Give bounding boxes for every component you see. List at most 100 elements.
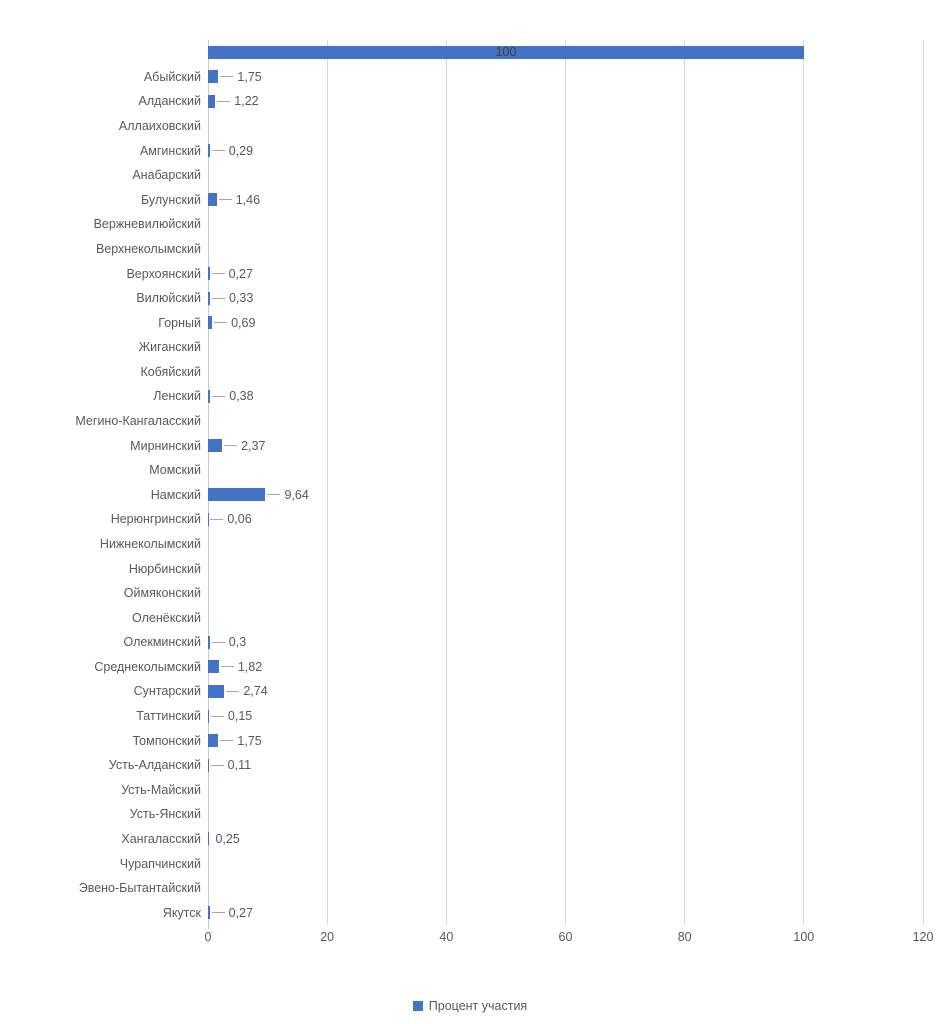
bar-row: Сунтарский 2,74 — [134, 679, 923, 704]
bar — [208, 734, 219, 748]
bar-row: Усть-Янский — [130, 802, 923, 827]
leader-line — [211, 297, 225, 299]
bar-row: Таттинский 0,15 — [136, 704, 923, 729]
bar-row: Верхнеколымский — [96, 237, 923, 262]
bar-row: Якутск 0,27 — [163, 900, 923, 925]
category-label: Усть-Майский — [121, 782, 201, 797]
bar-row: Нижнеколымский — [100, 532, 923, 557]
bar-row: Жиганский — [139, 335, 923, 360]
bar-row: Олекминский 0,3 — [124, 630, 923, 655]
bar-row: Оймяконский — [124, 581, 923, 606]
category-label: Якутск — [162, 905, 201, 920]
category-label: Булунский — [140, 192, 201, 207]
legend-swatch-icon — [412, 1001, 423, 1011]
value-label: 1,46 — [235, 192, 261, 207]
leader-line — [210, 715, 224, 717]
category-label: Намский — [150, 487, 201, 502]
bar-row: Хангаласский 0,25 — [121, 827, 923, 852]
bar-row: Алданский 1,22 — [139, 89, 923, 114]
bar — [208, 389, 211, 403]
value-label: 0,29 — [228, 143, 254, 158]
bar-row: Мирнинский 2,37 — [130, 433, 923, 458]
bar — [208, 94, 216, 108]
bar — [208, 488, 266, 502]
bar — [208, 635, 210, 649]
category-label: Оленёкский — [132, 610, 201, 625]
category-label: Усть-Янский — [129, 807, 201, 822]
bar — [208, 709, 209, 723]
value-label: 0,38 — [229, 389, 254, 404]
category-label: Вилюйский — [136, 291, 201, 306]
category-label: Жиганский — [138, 340, 201, 355]
category-label: Среднеколымский — [94, 659, 201, 674]
bar-row: Амгинский 0,29 — [140, 138, 923, 163]
leader-line — [212, 395, 226, 397]
category-label: Мирнинский — [130, 438, 201, 453]
leader-line — [211, 273, 225, 275]
leader-line — [224, 445, 238, 447]
legend-item: Процент участия — [412, 1000, 527, 1013]
bar-row: Абыйский 1,75 — [144, 65, 923, 90]
bar — [208, 684, 225, 698]
leader-line — [210, 518, 224, 520]
category-label: Кобяйский — [140, 364, 201, 379]
value-label: 1,22 — [234, 94, 259, 109]
value-label: 1,75 — [237, 733, 262, 748]
value-label: 0,69 — [231, 315, 256, 330]
x-tick-label: 20 — [320, 930, 335, 944]
category-label: Хангаласский — [121, 831, 201, 846]
category-label: Амгинский — [139, 143, 201, 158]
leader-line — [220, 740, 234, 742]
bar-row: Момский — [149, 458, 923, 483]
bar — [208, 316, 213, 330]
bar-row: Оленёкский — [132, 605, 923, 630]
x-tick-label: 80 — [677, 930, 692, 944]
x-tick-label: 100 — [793, 930, 815, 944]
category-label: Момский — [149, 463, 201, 478]
category-label: Нижнеколымский — [99, 536, 201, 551]
category-label: Анабарский — [132, 168, 201, 183]
leader-line — [211, 150, 225, 152]
value-label: 0,25 — [215, 831, 240, 846]
category-label: Эвено-Бытантайский — [78, 881, 201, 896]
value-label: 100 — [495, 45, 517, 60]
bar-row: Анабарский — [132, 163, 923, 188]
legend: Процент участия — [0, 998, 940, 1016]
category-label: Алданский — [138, 94, 201, 109]
bar-row: 100 — [208, 40, 923, 65]
value-label: 0,11 — [227, 758, 252, 773]
value-label: 1,82 — [237, 659, 263, 674]
bar — [208, 439, 223, 453]
value-label: 2,37 — [241, 438, 266, 453]
category-label: Мегино-Кангаласский — [75, 414, 201, 429]
gridline — [803, 40, 805, 925]
leader-line — [218, 199, 232, 201]
category-label: Горный — [158, 315, 201, 330]
category-label: Чурапчинский — [119, 856, 201, 871]
bar-row: Намский 9,64 — [151, 483, 923, 508]
leader-line — [267, 494, 281, 496]
bar-row: Вержневилюйский — [94, 212, 923, 237]
gridline — [684, 40, 686, 925]
value-label: 0,27 — [228, 266, 253, 281]
category-label: Аллаиховский — [118, 119, 201, 134]
leader-line — [226, 690, 240, 692]
value-label: 0,3 — [228, 635, 247, 650]
bar-row: Среднеколымский 1,82 — [94, 655, 923, 680]
x-tick-label: 0 — [204, 930, 212, 944]
category-label: Вержневилюйский — [93, 217, 201, 232]
leader-line — [220, 76, 234, 78]
leader-line — [220, 666, 234, 668]
plot-area: 100 Абыйский 1,75 Алданский 1,22 Аллаиховский… — [75, 40, 924, 929]
gridline — [565, 40, 566, 925]
bar-row: Томпонский 1,75 — [132, 728, 923, 753]
bar-row: Эвено-Бытантайский — [79, 876, 923, 901]
bar — [208, 45, 804, 59]
leader-line — [211, 912, 225, 914]
leader-line — [211, 641, 225, 643]
bar-row: Кобяйский — [140, 360, 923, 385]
leader-line — [214, 322, 228, 324]
value-label: 9,64 — [284, 487, 309, 502]
gridline — [445, 40, 447, 925]
